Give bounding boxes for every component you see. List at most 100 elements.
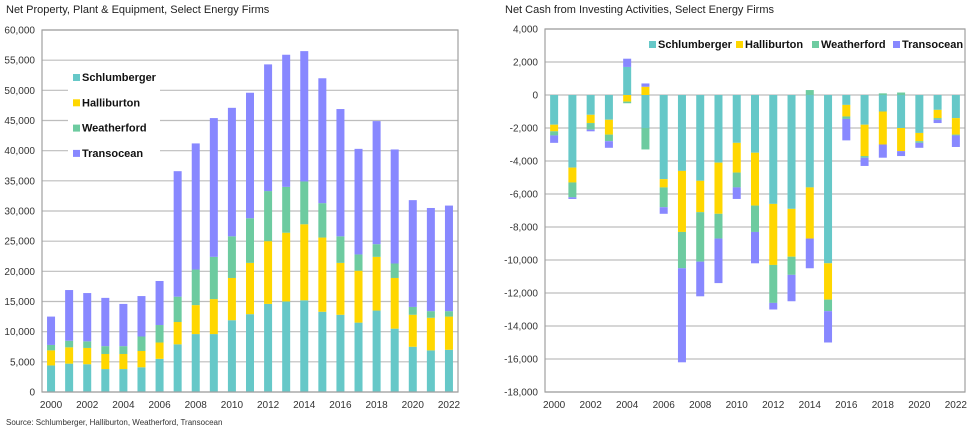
ppe-bar-halliburton-2008 xyxy=(191,305,200,335)
ppe-legend-background xyxy=(68,62,160,166)
cash-bar-halliburton-2012 xyxy=(769,203,778,265)
ppe-bar-weatherford-2009 xyxy=(209,256,218,300)
cash-x-tick-label: 2018 xyxy=(872,400,895,411)
ppe-bar-weatherford-2008 xyxy=(191,269,200,306)
cash-bar-weatherford-2017 xyxy=(860,156,869,158)
ppe-bar-weatherford-2005 xyxy=(137,336,146,351)
cash-bar-weatherford-2001 xyxy=(568,182,577,198)
cash-bar-halliburton-2018 xyxy=(878,111,887,145)
ppe-x-tick-label: 2018 xyxy=(365,400,388,411)
cash-y-tick-label: 4,000 xyxy=(513,25,538,36)
cash-x-tick-label: 2012 xyxy=(762,400,785,411)
cash-bar-weatherford-2022 xyxy=(951,134,960,136)
cash-bar-halliburton-2000 xyxy=(550,124,559,132)
ppe-bar-transocean-2019 xyxy=(390,149,399,264)
ppe-bar-schlumberger-2020 xyxy=(408,346,417,392)
cash-bar-transocean-2000 xyxy=(550,135,559,143)
ppe-bar-transocean-2001 xyxy=(65,290,74,341)
cash-bar-halliburton-2014 xyxy=(805,187,814,239)
ppe-bar-weatherford-2002 xyxy=(83,341,92,348)
ppe-x-tick-label: 2016 xyxy=(329,400,352,411)
ppe-bar-schlumberger-2021 xyxy=(426,350,435,392)
ppe-bar-weatherford-2004 xyxy=(119,346,128,354)
cash-x-tick-label: 2002 xyxy=(580,400,603,411)
cash-bar-schlumberger-2007 xyxy=(677,95,686,171)
ppe-bar-weatherford-2011 xyxy=(246,218,254,263)
ppe-bar-transocean-2007 xyxy=(173,171,182,297)
cash-bar-schlumberger-2003 xyxy=(604,95,613,120)
cash-bar-halliburton-2003 xyxy=(604,119,613,135)
cash-bar-halliburton-2022 xyxy=(951,118,960,135)
ppe-legend-swatch-halliburton xyxy=(73,99,80,107)
cash-legend-swatch-schlumberger xyxy=(649,41,656,48)
cash-bar-weatherford-2011 xyxy=(751,205,759,232)
right-chart-title: Net Cash from Investing Activities, Sele… xyxy=(505,4,774,16)
cash-x-tick-label: 2016 xyxy=(835,400,858,411)
ppe-bar-transocean-2009 xyxy=(209,118,218,257)
cash-bar-weatherford-2012 xyxy=(769,264,778,303)
ppe-bar-halliburton-2015 xyxy=(318,237,327,312)
cash-bar-schlumberger-2004 xyxy=(623,66,632,95)
cash-bar-transocean-2014 xyxy=(805,238,814,269)
cash-bar-halliburton-2020 xyxy=(915,132,924,142)
cash-bar-weatherford-2007 xyxy=(677,231,686,269)
ppe-bar-halliburton-2011 xyxy=(246,262,254,315)
left-chart-title: Net Property, Plant & Equipment, Select … xyxy=(6,4,270,16)
ppe-bar-schlumberger-2013 xyxy=(282,301,291,392)
ppe-bar-schlumberger-2016 xyxy=(336,314,345,392)
ppe-bar-weatherford-2001 xyxy=(65,340,74,348)
ppe-legend-label-halliburton: Halliburton xyxy=(82,97,140,109)
ppe-bar-schlumberger-2018 xyxy=(372,310,381,392)
cash-bar-schlumberger-2002 xyxy=(586,95,595,115)
cash-bar-transocean-2005 xyxy=(641,83,650,87)
ppe-bar-weatherford-2012 xyxy=(264,191,273,242)
ppe-bar-weatherford-2014 xyxy=(300,181,309,225)
cash-bar-halliburton-2017 xyxy=(860,124,869,157)
cash-y-tick-label: 0 xyxy=(532,91,538,102)
cash-bar-schlumberger-2015 xyxy=(824,95,833,264)
ppe-x-tick-label: 2008 xyxy=(185,400,208,411)
ppe-y-tick-label: 10,000 xyxy=(4,327,35,338)
ppe-bar-halliburton-2020 xyxy=(408,314,417,347)
ppe-bar-halliburton-2012 xyxy=(264,241,273,304)
cash-bar-weatherford-2018 xyxy=(878,93,887,95)
cash-y-tick-label: -16,000 xyxy=(504,355,538,366)
cash-bar-weatherford-2008 xyxy=(696,212,705,262)
ppe-bar-transocean-2002 xyxy=(83,293,92,342)
ppe-bar-halliburton-2016 xyxy=(336,262,345,315)
cash-x-tick-label: 2010 xyxy=(726,400,749,411)
cash-bar-schlumberger-2021 xyxy=(933,95,942,110)
ppe-bar-transocean-2020 xyxy=(408,200,417,307)
cash-y-tick-label: -14,000 xyxy=(504,322,538,333)
ppe-bar-schlumberger-2004 xyxy=(119,369,128,392)
ppe-y-tick-label: 35,000 xyxy=(4,176,35,187)
ppe-bar-schlumberger-2012 xyxy=(264,303,273,392)
source-note: Source: Schlumberger, Halliburton, Weath… xyxy=(6,418,223,427)
ppe-bar-schlumberger-2015 xyxy=(318,311,327,392)
cash-y-tick-label: -8,000 xyxy=(510,223,539,234)
ppe-bar-transocean-2004 xyxy=(119,303,128,347)
ppe-bar-halliburton-2018 xyxy=(372,256,381,311)
ppe-y-tick-label: 25,000 xyxy=(4,237,35,248)
ppe-y-tick-label: 0 xyxy=(29,388,35,399)
cash-legend-swatch-halliburton xyxy=(736,41,743,48)
ppe-bar-schlumberger-2007 xyxy=(173,344,182,392)
cash-bar-schlumberger-2010 xyxy=(732,95,741,143)
ppe-x-tick-label: 2000 xyxy=(40,400,63,411)
ppe-legend-label-schlumberger: Schlumberger xyxy=(82,72,157,84)
ppe-x-tick-label: 2010 xyxy=(221,400,244,411)
ppe-bar-schlumberger-2009 xyxy=(209,334,218,392)
ppe-y-tick-label: 60,000 xyxy=(4,26,35,37)
ppe-bar-halliburton-2001 xyxy=(65,347,74,364)
cash-bar-halliburton-2002 xyxy=(586,114,595,124)
cash-bar-weatherford-2006 xyxy=(659,187,668,208)
cash-bar-weatherford-2000 xyxy=(550,131,559,136)
cash-bar-schlumberger-2019 xyxy=(897,95,906,128)
ppe-bar-schlumberger-2003 xyxy=(101,369,110,392)
ppe-bar-weatherford-2020 xyxy=(408,306,417,315)
ppe-bar-halliburton-2002 xyxy=(83,347,92,365)
ppe-bar-transocean-2012 xyxy=(264,64,273,192)
cash-bar-weatherford-2014 xyxy=(805,90,814,95)
cash-bar-weatherford-2005 xyxy=(641,128,650,150)
